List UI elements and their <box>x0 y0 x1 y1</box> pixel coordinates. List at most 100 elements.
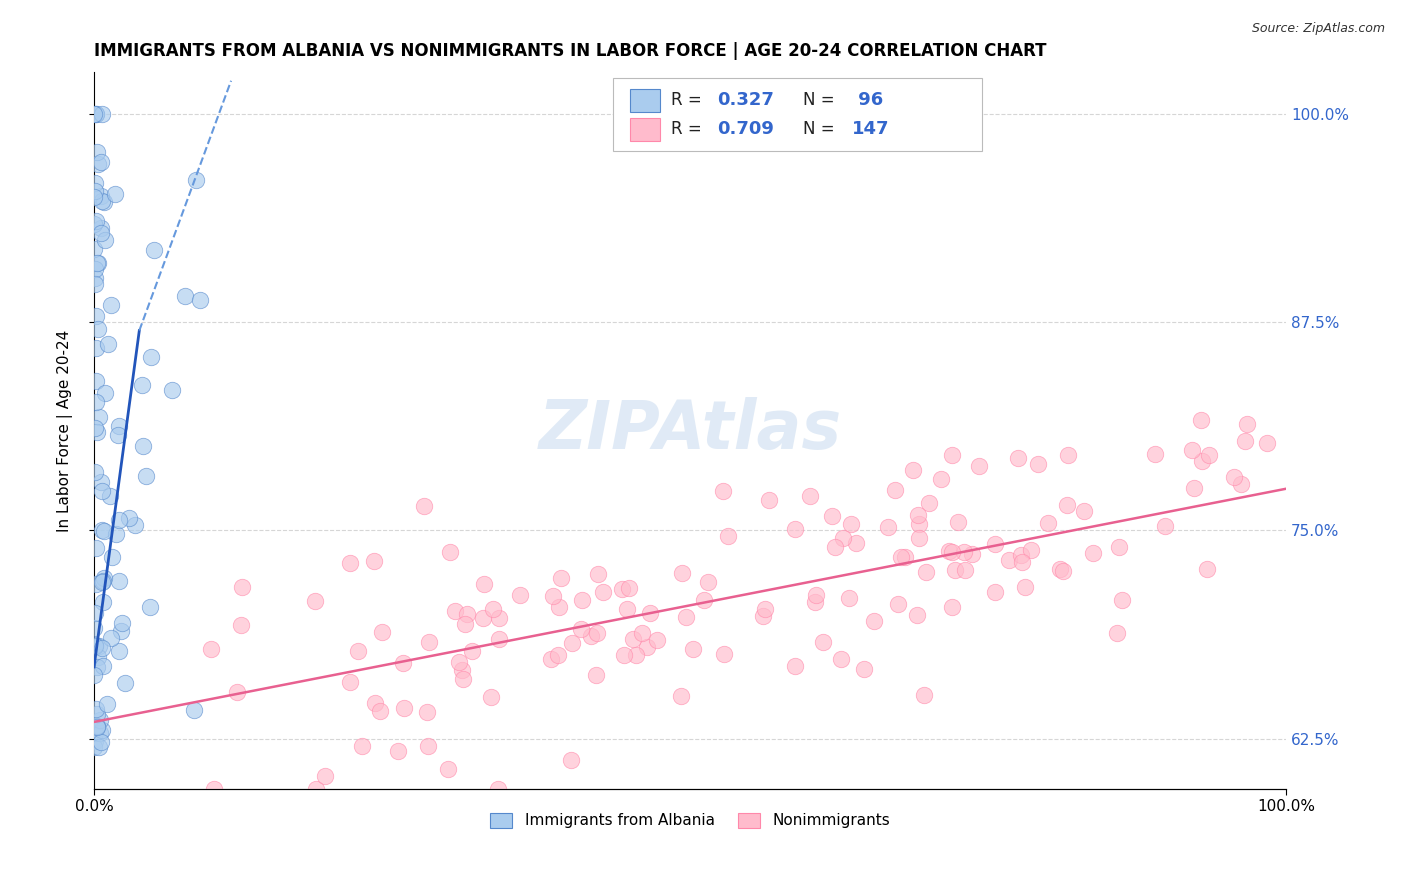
Point <box>550 571 572 585</box>
Point <box>821 509 844 524</box>
Point <box>93 571 115 585</box>
Point <box>91 107 114 121</box>
Point <box>617 581 640 595</box>
Point <box>436 762 458 776</box>
Point <box>90 641 112 656</box>
Point <box>472 577 495 591</box>
Point <box>142 244 165 258</box>
Point <box>461 644 484 658</box>
Point <box>84 722 107 736</box>
Point <box>1011 555 1033 569</box>
Point <box>83 739 105 754</box>
Point <box>352 739 374 753</box>
Point <box>139 350 162 364</box>
Point <box>967 458 990 473</box>
Point <box>412 499 434 513</box>
Point <box>697 575 720 590</box>
Point <box>84 733 107 747</box>
Text: 0.709: 0.709 <box>717 120 775 138</box>
Point <box>83 639 105 653</box>
Point <box>560 753 582 767</box>
Point <box>305 781 328 796</box>
Point <box>84 107 107 121</box>
Point <box>1234 434 1257 448</box>
Point <box>929 472 952 486</box>
Point <box>118 510 141 524</box>
Point <box>339 674 361 689</box>
Point <box>717 529 740 543</box>
Point <box>418 635 440 649</box>
Point <box>1153 519 1175 533</box>
Point <box>831 531 853 545</box>
Point <box>682 642 704 657</box>
Point <box>314 769 336 783</box>
Point <box>1256 436 1278 450</box>
Text: Source: ZipAtlas.com: Source: ZipAtlas.com <box>1251 22 1385 36</box>
Point <box>960 548 983 562</box>
Point <box>943 563 966 577</box>
Point <box>1181 442 1204 457</box>
Point <box>1052 565 1074 579</box>
Point <box>1026 457 1049 471</box>
Point <box>1198 448 1220 462</box>
Point <box>671 566 693 581</box>
Point <box>952 545 974 559</box>
Y-axis label: In Labor Force | Age 20-24: In Labor Force | Age 20-24 <box>58 329 73 532</box>
Point <box>1222 470 1244 484</box>
Text: R =: R = <box>671 120 707 138</box>
Point <box>84 341 107 355</box>
Point <box>905 608 928 623</box>
Point <box>488 632 510 646</box>
Point <box>231 618 253 632</box>
Point <box>585 667 607 681</box>
Point <box>387 744 409 758</box>
Point <box>84 214 107 228</box>
Point <box>912 688 935 702</box>
Point <box>91 595 114 609</box>
Point <box>915 565 938 579</box>
Point <box>752 609 775 624</box>
Point <box>804 588 827 602</box>
Point <box>104 186 127 201</box>
Point <box>90 155 112 169</box>
Point <box>586 567 609 582</box>
Point <box>837 591 859 605</box>
Point <box>579 629 602 643</box>
Point <box>693 592 716 607</box>
Point <box>111 616 134 631</box>
Bar <box>630 118 661 141</box>
Point <box>451 673 474 687</box>
Point <box>1036 516 1059 531</box>
Point <box>631 626 654 640</box>
Point <box>190 293 212 308</box>
Point <box>91 723 114 738</box>
Point <box>613 648 636 662</box>
Point <box>454 617 477 632</box>
Point <box>83 726 105 740</box>
Point <box>91 483 114 498</box>
Point <box>862 615 884 629</box>
Point <box>852 661 875 675</box>
Point <box>758 492 780 507</box>
Point <box>368 704 391 718</box>
Point <box>444 604 467 618</box>
Text: N =: N = <box>803 120 841 138</box>
Point <box>94 233 117 247</box>
Point <box>1195 562 1218 576</box>
Point <box>93 386 115 401</box>
Point <box>1019 542 1042 557</box>
Point <box>908 532 931 546</box>
Point <box>93 194 115 209</box>
Point <box>894 550 917 565</box>
Point <box>96 697 118 711</box>
Point <box>456 607 478 621</box>
Point <box>84 277 107 292</box>
Point <box>887 597 910 611</box>
FancyBboxPatch shape <box>613 78 981 152</box>
Point <box>824 540 846 554</box>
Point <box>83 622 105 636</box>
Point <box>108 419 131 434</box>
Point <box>1014 581 1036 595</box>
Point <box>713 647 735 661</box>
Point <box>416 739 439 753</box>
